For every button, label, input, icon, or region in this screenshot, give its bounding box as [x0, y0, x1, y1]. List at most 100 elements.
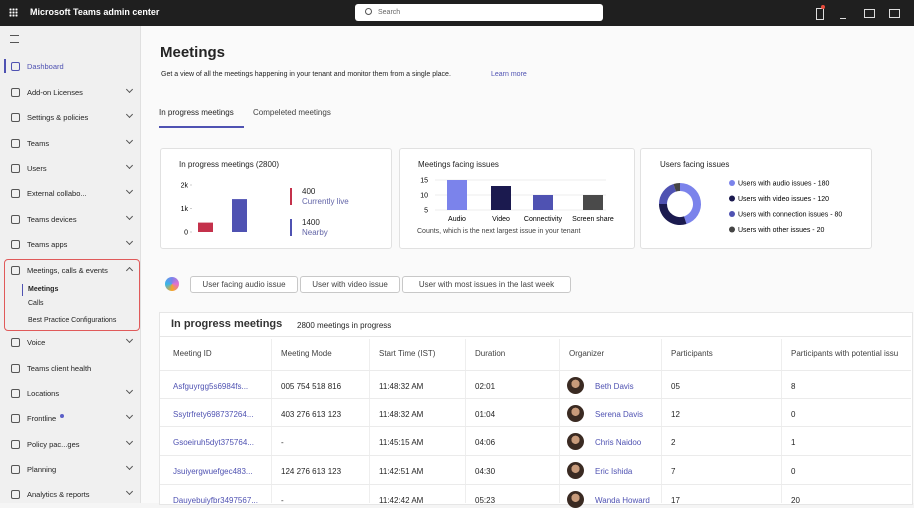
frontline-dot: [60, 414, 64, 418]
search-placeholder: Search: [378, 9, 401, 16]
icon-button[interactable]: [816, 8, 824, 20]
active-indicator: [22, 284, 23, 296]
meeting-id-link[interactable]: Asfguyrgg5s6984fs...: [173, 382, 249, 391]
nav-subitem[interactable]: Meetings: [28, 286, 59, 293]
meeting-id-link[interactable]: Ssytrfrety698737264...: [173, 410, 254, 419]
column-header: Participants: [671, 349, 713, 358]
table-cell: 11:42:51 AM: [379, 467, 424, 476]
avatar: [567, 377, 584, 394]
nav-item[interactable]: Users: [27, 164, 47, 173]
nav-item[interactable]: Planning: [27, 465, 57, 474]
meeting-id-link[interactable]: Jsuiyergwuefgec483...: [173, 467, 253, 476]
nav-item[interactable]: Teams apps: [27, 240, 68, 249]
chevron: [125, 85, 134, 94]
chip-label: User with most issues in the last week: [418, 280, 555, 289]
table-cell: 005 754 518 816: [281, 382, 342, 391]
chip-label: User with video issue: [312, 280, 388, 289]
nav-item[interactable]: Teams: [27, 139, 50, 148]
icon-button[interactable]: [864, 9, 875, 18]
nav-item[interactable]: Analytics & reports: [27, 490, 90, 499]
organizer-link[interactable]: Eric Ishida: [595, 467, 633, 476]
nav-item[interactable]: Add-on Licenses: [27, 88, 83, 97]
table-cell: 11:48:32 AM: [379, 410, 424, 419]
table-cell: 11:45:15 AM: [379, 438, 424, 447]
table-cell: 0: [791, 467, 796, 476]
nav-item[interactable]: Voice: [27, 338, 46, 347]
tab-underline: [159, 126, 244, 128]
table-cell: 11:48:32 AM: [379, 382, 424, 391]
row-divider: [160, 484, 911, 485]
organizer-link[interactable]: Beth Davis: [595, 382, 634, 391]
card-title: Users facing issues: [660, 160, 730, 169]
column-header: Meeting Mode: [281, 349, 332, 358]
row-divider: [160, 370, 911, 371]
table-cell: 8: [791, 382, 796, 391]
column-header: Duration: [475, 349, 506, 358]
table-cell: -: [281, 496, 284, 505]
table-cell: 403 276 613 123: [281, 410, 342, 419]
nav-item[interactable]: Settings & policies: [27, 113, 89, 122]
organizer-link[interactable]: Wanda Howard: [595, 496, 650, 505]
nav-item[interactable]: Teams client health: [27, 364, 92, 373]
table-cell: 01:04: [475, 410, 496, 419]
nav-subitem[interactable]: Calls: [28, 300, 44, 307]
table-cell: 12: [671, 410, 680, 419]
table-cell: 02:01: [475, 382, 496, 391]
app-launcher[interactable]: [9, 8, 18, 17]
suggestion-chip[interactable]: User facing audio issue: [190, 276, 298, 293]
row-divider: [160, 455, 911, 456]
nav-item[interactable]: Locations: [27, 389, 60, 398]
nav-item[interactable]: Frontline: [27, 414, 57, 423]
meeting-id-link[interactable]: Gsoeiruh5dyt375764...: [173, 438, 254, 447]
table-cell: 05: [671, 382, 680, 391]
search-box[interactable]: Search: [355, 4, 603, 21]
column-divider: [271, 339, 272, 503]
table-panel: [159, 312, 913, 505]
suggestion-chip[interactable]: User with most issues in the last week: [402, 276, 571, 293]
column-divider: [559, 339, 560, 503]
chevron: [125, 437, 134, 446]
tab[interactable]: In progress meetings: [159, 108, 234, 117]
active-indicator: [4, 59, 6, 73]
nav-subitem[interactable]: Best Practice Configurations: [28, 317, 117, 324]
nav-icon: [11, 164, 20, 173]
column-divider: [465, 339, 466, 503]
column-header: Organizer: [569, 349, 605, 358]
organizer-link[interactable]: Chris Naidoo: [595, 438, 642, 447]
card: [160, 148, 392, 249]
table-cell: -: [281, 438, 284, 447]
top-bar: Microsoft Teams admin center Search: [0, 0, 914, 26]
nav-icon: [11, 266, 20, 275]
row-divider: [160, 398, 911, 399]
nav-item[interactable]: External collabo...: [27, 189, 87, 198]
nav-icon: [11, 440, 20, 449]
nav-icon: [11, 414, 20, 423]
menu-toggle[interactable]: [10, 35, 19, 43]
chevron: [125, 136, 134, 145]
column-header: Participants with potential issu: [791, 349, 899, 358]
column-header: Meeting ID: [173, 349, 212, 358]
chevron: [125, 386, 134, 395]
nav-item[interactable]: Policy pac...ges: [27, 440, 80, 449]
nav-item[interactable]: Teams devices: [27, 215, 77, 224]
column-divider: [781, 339, 782, 503]
meeting-id-link[interactable]: Dauyebuiyfbr3497567...: [173, 496, 258, 505]
table-cell: 2: [671, 438, 676, 447]
tab[interactable]: Compeleted meetings: [253, 108, 331, 117]
nav-item[interactable]: Dashboard: [27, 62, 64, 71]
nav-icon: [11, 113, 20, 122]
organizer-link[interactable]: Serena Davis: [595, 410, 644, 419]
chevron: [125, 462, 134, 471]
chevron: [125, 335, 134, 344]
icon-button[interactable]: [840, 8, 846, 19]
suggestion-chip[interactable]: User with video issue: [300, 276, 400, 293]
nav-icon: [11, 338, 20, 347]
nav-icon: [11, 364, 20, 373]
icon-button[interactable]: [889, 9, 900, 18]
nav-item[interactable]: Meetings, calls & events: [27, 266, 108, 275]
learn-more-link[interactable]: Learn more: [491, 71, 527, 78]
sidebar: Dashboard Add-on Licenses Settings & polic…: [0, 26, 141, 503]
nav-icon: [11, 490, 20, 499]
column-header: Start Time (IST): [379, 349, 436, 358]
